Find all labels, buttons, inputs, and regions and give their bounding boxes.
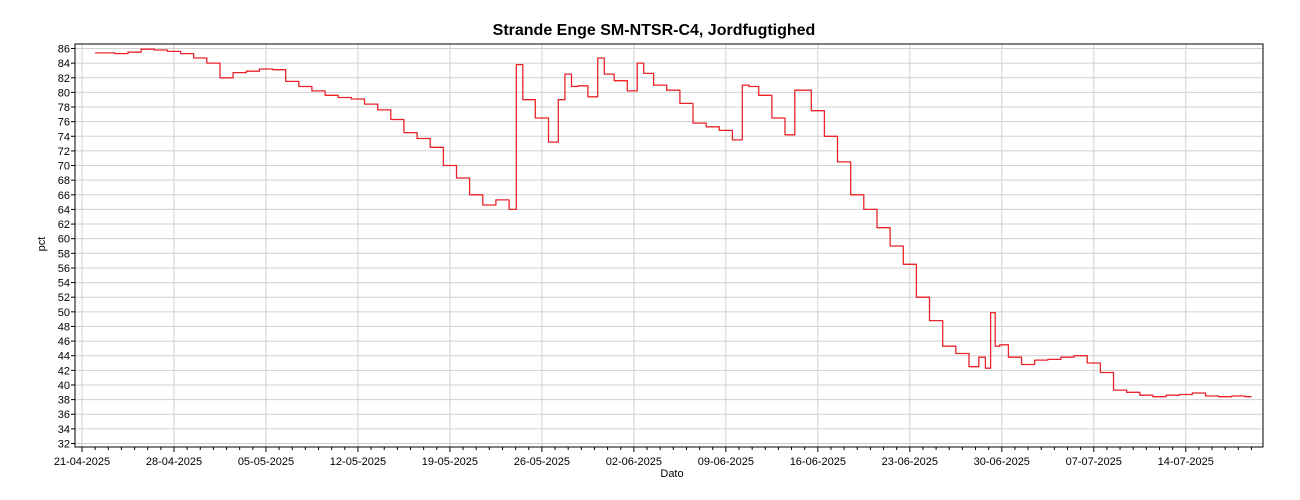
y-tick-label: 48 xyxy=(58,321,70,333)
y-tick-label: 70 xyxy=(58,161,70,173)
x-tick-label: 30-06-2025 xyxy=(974,456,1030,468)
y-tick-label: 68 xyxy=(58,175,70,187)
y-tick-label: 62 xyxy=(58,219,70,231)
y-tick-label: 38 xyxy=(58,395,70,407)
x-tick-label: 14-07-2025 xyxy=(1158,456,1214,468)
y-tick-label: 76 xyxy=(58,117,70,129)
y-tick-label: 82 xyxy=(58,73,70,85)
x-tick-label: 26-05-2025 xyxy=(514,456,570,468)
x-tick-label: 07-07-2025 xyxy=(1066,456,1122,468)
y-tick-label: 78 xyxy=(58,102,70,114)
x-tick-label: 19-05-2025 xyxy=(422,456,478,468)
y-tick-label: 84 xyxy=(58,58,70,70)
x-axis-ticks: 21-04-2025 28-04-2025 05-05-2025 12-05-2025… xyxy=(54,447,1252,468)
chart-title: Strande Enge SM-NTSR-C4, Jordfugtighed xyxy=(493,22,816,39)
y-tick-label: 34 xyxy=(58,424,70,436)
plot-frame xyxy=(74,43,1264,448)
x-tick-label: 05-05-2025 xyxy=(238,456,294,468)
y-tick-label: 46 xyxy=(58,336,70,348)
y-tick-label: 74 xyxy=(58,131,70,143)
series-group xyxy=(95,48,1252,398)
x-tick-label: 02-06-2025 xyxy=(606,456,662,468)
x-tick-label: 21-04-2025 xyxy=(54,456,110,468)
y-tick-label: 54 xyxy=(58,278,70,290)
y-tick-label: 86 xyxy=(58,44,70,56)
grid xyxy=(75,44,1263,447)
y-tick-label: 36 xyxy=(58,409,70,421)
y-tick-label: 40 xyxy=(58,380,70,392)
y-tick-label: 60 xyxy=(58,234,70,246)
y-tick-label: 66 xyxy=(58,190,70,202)
axes xyxy=(74,43,1264,448)
y-tick-label: 50 xyxy=(58,307,70,319)
x-tick-label: 09-06-2025 xyxy=(698,456,754,468)
y-tick-label: 58 xyxy=(58,248,70,260)
y-axis-ticks: 32 34 36 38 40 42 44 46 48 50 52 54 56 58 60 62 64 66 68 70… xyxy=(58,44,75,451)
x-tick-label: 23-06-2025 xyxy=(882,456,938,468)
x-tick-label: 12-05-2025 xyxy=(330,456,386,468)
y-tick-label: 52 xyxy=(58,292,70,304)
y-axis-label: pct xyxy=(36,237,48,252)
y-tick-label: 64 xyxy=(58,204,70,216)
x-tick-label: 16-06-2025 xyxy=(790,456,846,468)
y-tick-label: 72 xyxy=(58,146,70,158)
y-tick-label: 56 xyxy=(58,263,70,275)
y-tick-label: 42 xyxy=(58,365,70,377)
y-tick-label: 80 xyxy=(58,87,70,99)
x-tick-label: 28-04-2025 xyxy=(146,456,202,468)
y-tick-label: 32 xyxy=(58,439,70,451)
series-line-0 xyxy=(95,48,1252,398)
y-tick-label: 44 xyxy=(58,351,70,363)
x-axis-label: Dato xyxy=(660,468,683,480)
